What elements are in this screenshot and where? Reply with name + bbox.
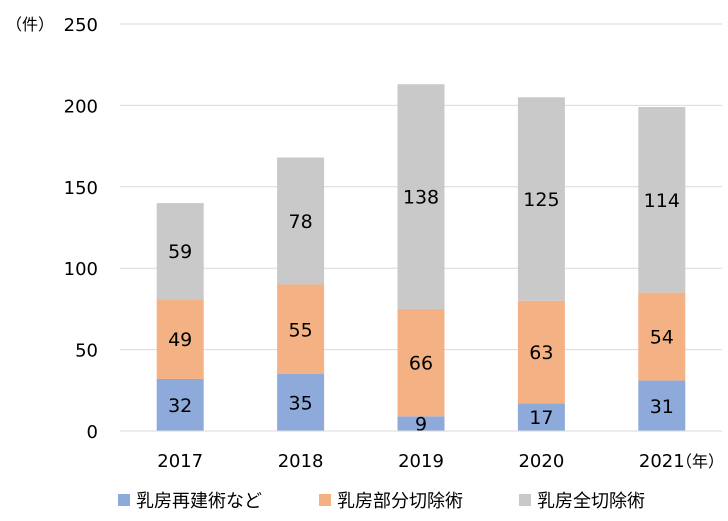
bar-segment-2018-2 bbox=[277, 157, 325, 285]
data-label-2017-1: 49 bbox=[168, 329, 192, 351]
x-tick-label-2021: 2021 bbox=[639, 451, 685, 472]
data-label-2019-2: 138 bbox=[403, 187, 439, 209]
bar-segment-2020-2 bbox=[517, 97, 565, 301]
data-label-2017-0: 32 bbox=[168, 395, 192, 417]
data-label-2020-1: 63 bbox=[529, 342, 553, 364]
bar-segment-2019-0 bbox=[397, 416, 445, 431]
bar-segment-2021-0 bbox=[638, 380, 686, 431]
x-tick-label-2019: 2019 bbox=[398, 451, 444, 472]
data-label-2021-2: 114 bbox=[644, 190, 680, 212]
data-label-2017-2: 59 bbox=[168, 241, 192, 263]
bar-segment-2021-2 bbox=[638, 107, 686, 293]
y-tick-label-5: 250 bbox=[64, 15, 98, 36]
bar-segment-2020-1 bbox=[517, 300, 565, 404]
y-tick-label-0: 0 bbox=[87, 422, 98, 443]
x-tick-label-2020: 2020 bbox=[518, 451, 564, 472]
x-tick-label-2018: 2018 bbox=[278, 451, 324, 472]
data-label-2019-1: 66 bbox=[409, 353, 433, 375]
bar-segment-2017-0 bbox=[156, 378, 204, 431]
bar-segment-2019-1 bbox=[397, 308, 445, 417]
bar-segment-2019-2 bbox=[397, 84, 445, 309]
axes: 0 50 100 150 200 250 2017 2018 2019 2020 2021 bbox=[64, 15, 722, 472]
x-tick-label-2017: 2017 bbox=[157, 451, 203, 472]
bar-segment-2018-0 bbox=[277, 374, 325, 431]
bar-segment-2017-1 bbox=[156, 299, 204, 379]
data-label-2020-2: 125 bbox=[523, 189, 559, 211]
y-tick-label-1: 50 bbox=[75, 341, 98, 362]
x-unit-label: （年） bbox=[676, 452, 724, 471]
bar-segment-2017-2 bbox=[156, 203, 204, 300]
legend-label-1: 乳房部分切除術 bbox=[337, 491, 463, 512]
bars bbox=[156, 84, 686, 431]
data-label-2018-0: 35 bbox=[289, 393, 313, 415]
legend-label-2: 乳房全切除術 bbox=[537, 491, 645, 512]
bar-segment-2020-0 bbox=[517, 403, 565, 431]
data-label-2018-1: 55 bbox=[289, 319, 313, 341]
y-tick-label-4: 200 bbox=[64, 96, 98, 117]
data-label-2020-0: 17 bbox=[529, 407, 553, 429]
y-unit-label: （件） bbox=[6, 15, 54, 34]
y-tick-label-3: 150 bbox=[64, 178, 98, 199]
data-label-2021-1: 54 bbox=[650, 327, 674, 349]
bar-segment-2021-1 bbox=[638, 292, 686, 381]
data-label-2021-0: 31 bbox=[650, 396, 674, 418]
legend-label-0: 乳房再建術など bbox=[136, 491, 262, 512]
y-tick-label-2: 100 bbox=[64, 259, 98, 280]
data-label-2019-0: 9 bbox=[415, 414, 427, 436]
legend-swatch-2 bbox=[519, 494, 531, 506]
bar-segment-2018-1 bbox=[277, 284, 325, 375]
data-label-2018-2: 78 bbox=[289, 211, 313, 233]
legend-swatch-0 bbox=[118, 494, 130, 506]
legend: 乳房再建術など 乳房部分切除術 乳房全切除術 bbox=[118, 491, 645, 512]
data-labels: 32 49 59 35 55 78 9 66 138 17 63 125 31 54 114 bbox=[168, 187, 680, 436]
legend-swatch-1 bbox=[319, 494, 331, 506]
